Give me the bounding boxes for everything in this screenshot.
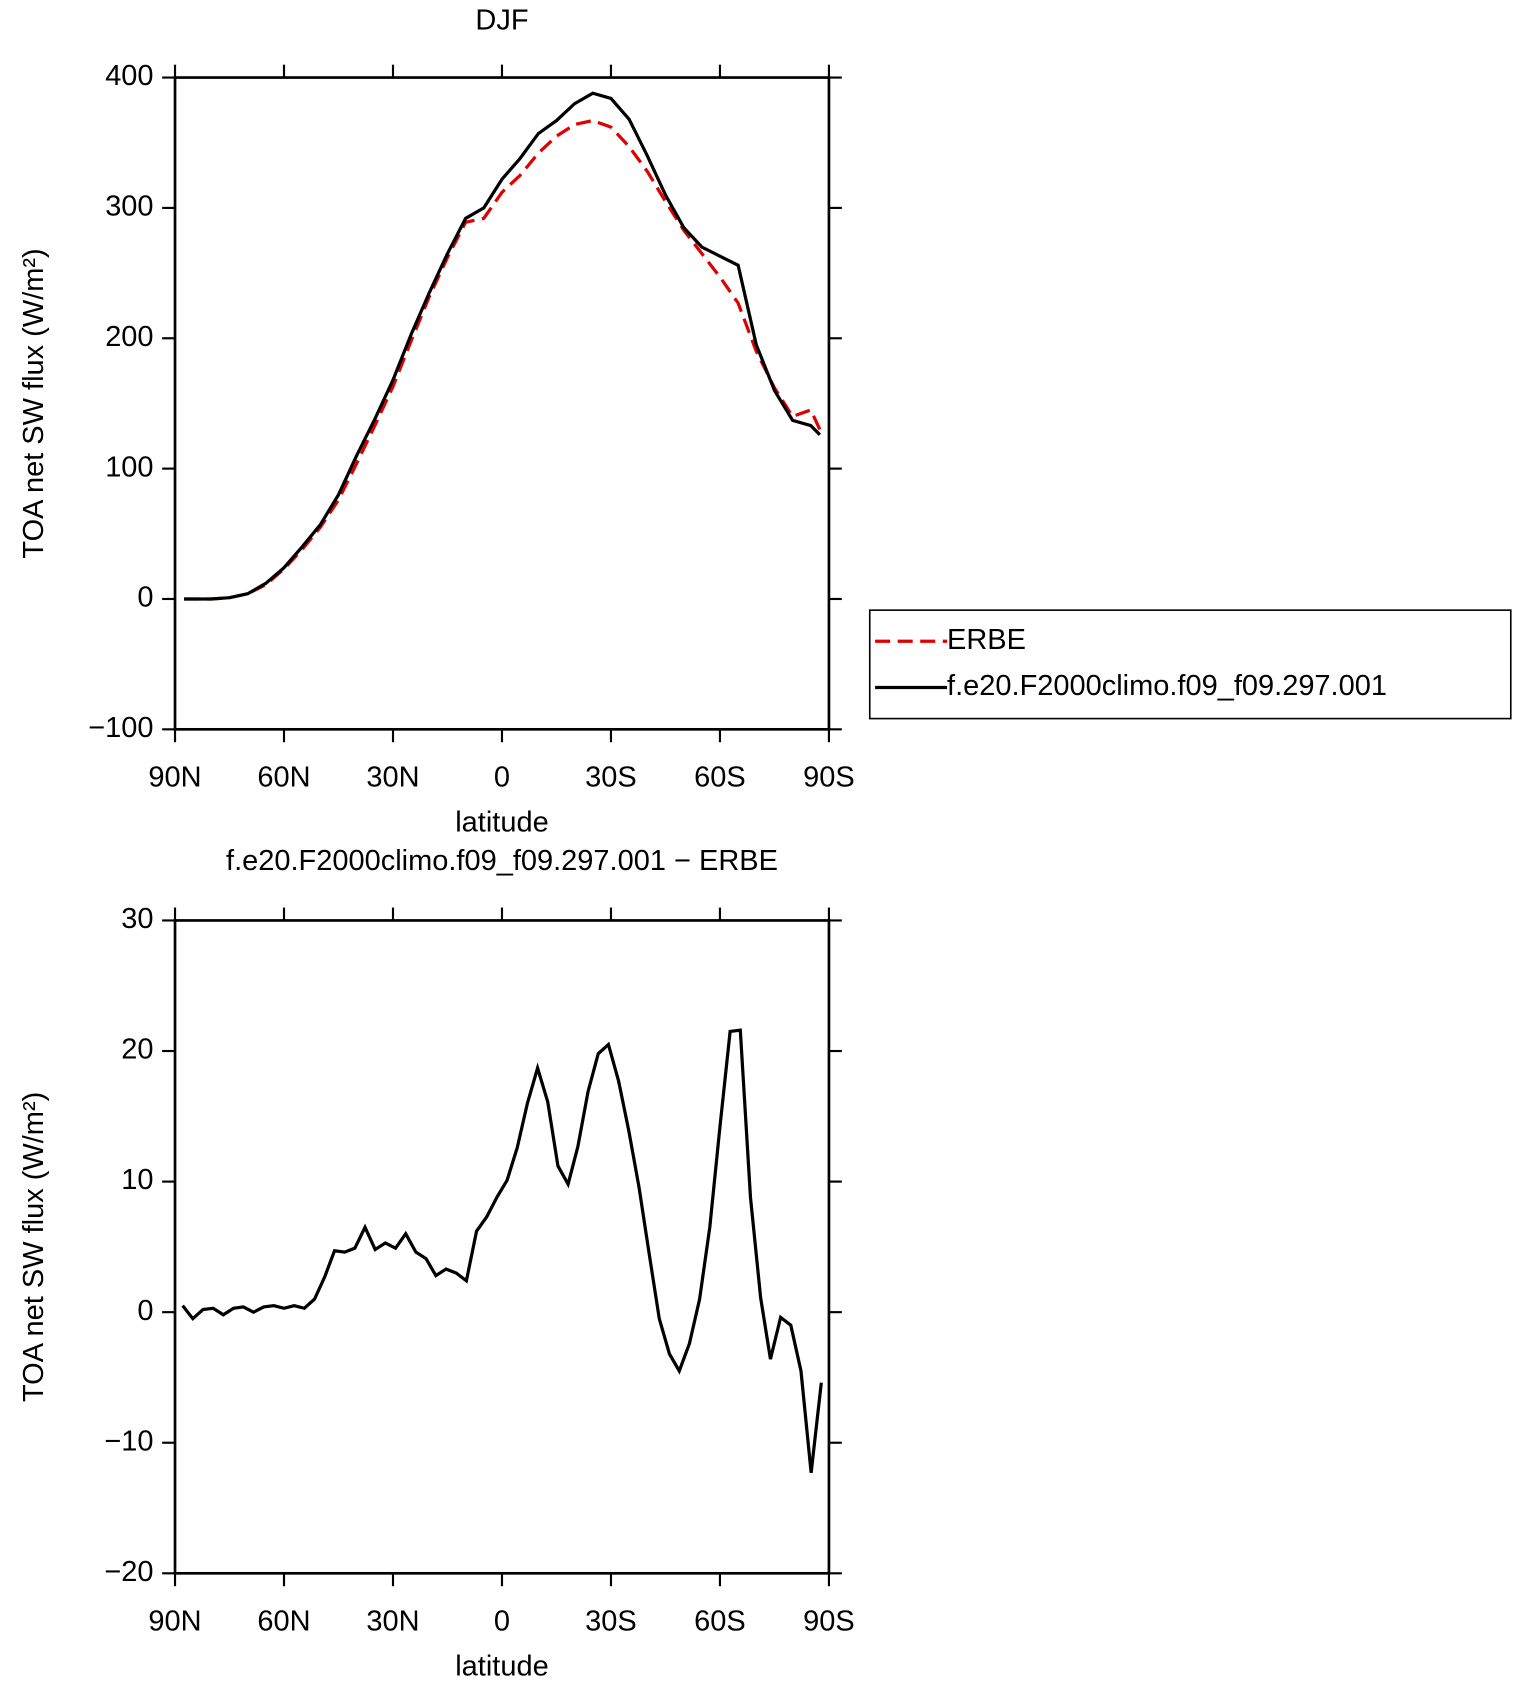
x-tick-label: 60N — [257, 1605, 310, 1637]
x-axis-label: latitude — [455, 1650, 548, 1682]
x-tick-label: 30S — [585, 761, 637, 793]
plot-frame — [173, 919, 831, 1575]
y-tick-label: 0 — [137, 582, 153, 614]
y-tick-label: −20 — [104, 1556, 153, 1588]
data-line — [184, 118, 822, 601]
x-tick-label: 0 — [494, 761, 510, 793]
y-axis-label: TOA net SW flux (W/m²) — [18, 1092, 50, 1402]
chart-title: DJF — [475, 4, 528, 36]
y-tick-label: 200 — [105, 321, 153, 353]
chart-title: f.e20.F2000climo.f09_f09.297.001 − ERBE — [226, 845, 778, 877]
x-tick-label: 60S — [694, 761, 746, 793]
x-tick-label: 0 — [494, 1605, 510, 1637]
y-tick-label: 400 — [105, 60, 153, 92]
x-tick-label: 30N — [366, 761, 419, 793]
y-tick-label: −100 — [88, 712, 153, 744]
x-tick-label: 30S — [585, 1605, 637, 1637]
y-tick-label: −10 — [104, 1425, 153, 1457]
legend-box — [868, 609, 1512, 720]
y-tick-label: 20 — [121, 1034, 153, 1066]
data-line — [184, 91, 822, 601]
legend-label: f.e20.F2000climo.f09_f09.297.001 — [947, 670, 1387, 702]
plot-frame — [173, 76, 831, 731]
legend-label: ERBE — [947, 624, 1026, 656]
y-tick-label: 100 — [105, 451, 153, 483]
y-tick-label: 30 — [121, 903, 153, 935]
y-tick-label: 0 — [137, 1295, 153, 1327]
x-tick-label: 60N — [257, 761, 310, 793]
x-tick-label: 90N — [148, 761, 201, 793]
x-axis-label: latitude — [455, 806, 548, 838]
y-tick-label: 300 — [105, 191, 153, 223]
x-tick-label: 60S — [694, 1605, 746, 1637]
x-tick-label: 90S — [803, 1605, 855, 1637]
y-axis-label: TOA net SW flux (W/m²) — [18, 248, 50, 558]
x-tick-label: 30N — [366, 1605, 419, 1637]
x-tick-label: 90N — [148, 1605, 201, 1637]
x-tick-label: 90S — [803, 761, 855, 793]
data-line — [181, 1028, 823, 1473]
y-tick-label: 10 — [121, 1164, 153, 1196]
